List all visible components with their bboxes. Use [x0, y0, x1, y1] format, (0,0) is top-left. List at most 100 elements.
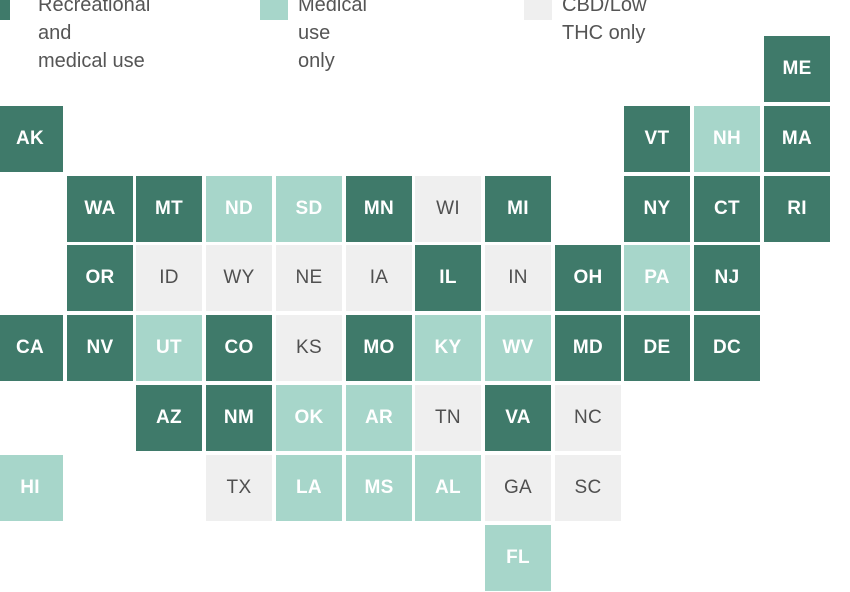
state-label-nd: ND	[224, 198, 254, 219]
state-label-tx: TX	[226, 477, 252, 498]
state-label-va: VA	[505, 407, 531, 428]
state-label-fl: FL	[506, 547, 530, 568]
state-label-nj: NJ	[714, 267, 740, 288]
state-label-me: ME	[782, 58, 812, 79]
state-tile-mn: MN	[345, 175, 413, 243]
state-tile-ut: UT	[135, 314, 203, 382]
legend-swatch-medical-only	[260, 0, 288, 20]
state-tile-nc: NC	[554, 384, 622, 452]
state-tile-in: IN	[484, 244, 552, 312]
state-tile-hi: HI	[0, 454, 64, 522]
state-label-or: OR	[85, 267, 115, 288]
state-label-dc: DC	[712, 337, 742, 358]
state-label-ut: UT	[156, 337, 182, 358]
state-label-sd: SD	[295, 198, 323, 219]
state-tile-id: ID	[135, 244, 203, 312]
state-label-pa: PA	[644, 267, 670, 288]
state-tile-wv: WV	[484, 314, 552, 382]
state-tile-tx: TX	[205, 454, 273, 522]
state-tile-mt: MT	[135, 175, 203, 243]
state-label-ar: AR	[364, 407, 394, 428]
state-tile-co: CO	[205, 314, 273, 382]
state-tile-ms: MS	[345, 454, 413, 522]
state-label-az: AZ	[156, 407, 182, 428]
state-label-ma: MA	[781, 128, 813, 149]
state-tile-va: VA	[484, 384, 552, 452]
state-tile-ky: KY	[414, 314, 482, 382]
state-tile-ak: AK	[0, 105, 64, 173]
state-label-vt: VT	[644, 128, 670, 149]
legend-swatch-cbd-low-thc-only	[524, 0, 552, 20]
state-tile-la: LA	[275, 454, 343, 522]
state-label-de: DE	[643, 337, 671, 358]
state-tile-ar: AR	[345, 384, 413, 452]
legend-swatch-recreational-and-medical	[0, 0, 10, 20]
state-label-ny: NY	[643, 198, 671, 219]
state-label-nv: NV	[86, 337, 114, 358]
state-tile-oh: OH	[554, 244, 622, 312]
state-tile-md: MD	[554, 314, 622, 382]
state-tile-nd: ND	[205, 175, 273, 243]
state-label-co: CO	[224, 337, 254, 358]
state-tile-ne: NE	[275, 244, 343, 312]
state-label-wi: WI	[436, 198, 460, 219]
state-tile-ma: MA	[763, 105, 831, 173]
state-tile-pa: PA	[623, 244, 691, 312]
state-label-mn: MN	[363, 198, 395, 219]
state-tile-fl: FL	[484, 524, 552, 592]
state-tile-ny: NY	[623, 175, 691, 243]
state-tile-sc: SC	[554, 454, 622, 522]
state-tile-wa: WA	[66, 175, 134, 243]
state-tile-grid-map: ME AK VT NH MA WA MT ND SD MN WI MI NY CT RI OR ID WY NE IA…	[0, 35, 831, 592]
state-tile-mo: MO	[345, 314, 413, 382]
state-label-nh: NH	[712, 128, 742, 149]
state-label-tn: TN	[435, 407, 461, 428]
state-label-wa: WA	[84, 198, 116, 219]
state-tile-nm: NM	[205, 384, 273, 452]
state-tile-or: OR	[66, 244, 134, 312]
state-tile-ok: OK	[275, 384, 343, 452]
state-tile-vt: VT	[623, 105, 691, 173]
state-label-md: MD	[572, 337, 604, 358]
state-label-ca: CA	[15, 337, 45, 358]
state-tile-dc: DC	[693, 314, 761, 382]
state-label-mo: MO	[363, 337, 395, 358]
state-label-ok: OK	[294, 407, 324, 428]
state-tile-ri: RI	[763, 175, 831, 243]
state-label-sc: SC	[574, 477, 602, 498]
state-label-ky: KY	[434, 337, 462, 358]
state-label-ms: MS	[364, 477, 394, 498]
state-label-mi: MI	[507, 198, 529, 219]
legend-label-medical-only: Medical use only	[298, 0, 367, 72]
state-label-ne: NE	[295, 267, 323, 288]
state-tile-mi: MI	[484, 175, 552, 243]
state-tile-wi: WI	[414, 175, 482, 243]
state-label-ks: KS	[296, 337, 322, 358]
state-label-oh: OH	[573, 267, 603, 288]
state-tile-tn: TN	[414, 384, 482, 452]
state-tile-ca: CA	[0, 314, 64, 382]
state-tile-il: IL	[414, 244, 482, 312]
state-label-ga: GA	[503, 477, 533, 498]
state-tile-de: DE	[623, 314, 691, 382]
state-tile-ga: GA	[484, 454, 552, 522]
legend-label-cbd-low-thc-only: CBD/Low THC only	[562, 0, 647, 44]
state-label-wy: WY	[223, 267, 255, 288]
state-label-nm: NM	[223, 407, 255, 428]
state-label-ak: AK	[15, 128, 45, 149]
state-tile-nh: NH	[693, 105, 761, 173]
state-label-in: IN	[508, 267, 528, 288]
state-label-ia: IA	[369, 267, 389, 288]
state-label-nc: NC	[573, 407, 603, 428]
state-tile-ct: CT	[693, 175, 761, 243]
state-label-id: ID	[159, 267, 179, 288]
state-tile-al: AL	[414, 454, 482, 522]
state-label-wv: WV	[502, 337, 534, 358]
state-label-il: IL	[439, 267, 457, 288]
state-tile-az: AZ	[135, 384, 203, 452]
state-label-ct: CT	[714, 198, 740, 219]
state-label-la: LA	[296, 477, 322, 498]
state-label-ri: RI	[787, 198, 807, 219]
state-tile-nv: NV	[66, 314, 134, 382]
state-label-mt: MT	[154, 198, 184, 219]
